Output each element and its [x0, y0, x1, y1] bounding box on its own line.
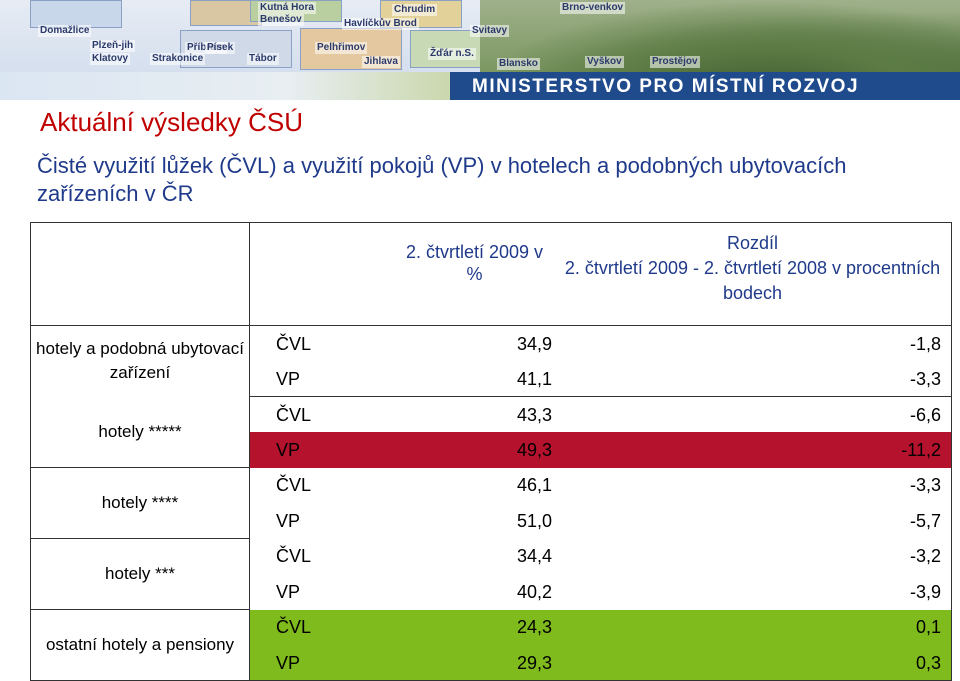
page-subtitle: Čisté využití lůžek (ČVL) a využití poko…	[37, 153, 847, 206]
row-group-label: ostatní hotely a pensiony	[30, 609, 250, 681]
row-difference: -3,3	[564, 467, 952, 503]
header-difference: Rozdíl 2. čtvrtletí 2009 - 2. čtvrtletí …	[564, 222, 952, 326]
table-row-highlighted: VP 49,3 -11,2	[31, 432, 952, 468]
row-value: 24,3	[397, 609, 564, 645]
row-difference: -6,6	[564, 396, 952, 432]
map-city-label: Pelhřimov	[315, 42, 368, 54]
map-city-label: Strakonice	[150, 53, 206, 65]
map-city-label: Havlíčkův Brod	[342, 18, 419, 30]
row-value: 34,9	[397, 325, 564, 361]
row-group-label: hotely ***	[30, 538, 250, 610]
table-row: hotely *** ČVL 34,4 -3,2	[30, 538, 952, 610]
row-type: ČVL	[276, 475, 312, 496]
map-city-label: Brno-venkov	[560, 2, 626, 14]
map-city-label: Domažlice	[38, 25, 92, 37]
row-difference: -3,9	[564, 574, 952, 610]
row-value: 43,3	[516, 404, 552, 425]
header-type-cell	[249, 222, 397, 326]
row-value: 40,2	[516, 581, 552, 602]
map-city-label: Kutná Hora	[258, 2, 316, 14]
header-value: 2. čtvrtletí 2009 v %	[397, 222, 564, 326]
table-row: VP 41,1 -3,3	[31, 361, 952, 397]
map-city-label: Plzeň-jih	[90, 40, 136, 52]
header-difference-title: Rozdíl	[726, 233, 779, 253]
row-type: ČVL	[249, 609, 397, 645]
header-difference-subtitle: 2. čtvrtletí 2009 - 2. čtvrtletí 2008 v …	[564, 258, 941, 303]
row-value: 34,4	[516, 546, 552, 567]
row-difference: -3,3	[564, 361, 952, 397]
row-value: 49,3	[397, 432, 564, 468]
map-city-label: Svitavy	[470, 25, 510, 37]
row-group-label: hotely *****	[30, 396, 250, 468]
map-city-label: Klatovy	[90, 53, 131, 65]
row-type: VP	[276, 581, 301, 602]
table-row: hotely **** ČVL 46,1 -3,3	[30, 467, 952, 539]
row-difference: 0,1	[564, 609, 952, 645]
header-banner: Kutná Hora Chrudim Havlíčkův Brod Benešo…	[0, 0, 960, 100]
map-city-label: Chrudim	[392, 4, 438, 16]
row-type: VP	[249, 432, 397, 468]
row-type: VP	[249, 361, 397, 397]
map-city-label: Blansko	[497, 58, 540, 70]
map-city-label: Tábor	[247, 53, 279, 65]
row-value: 29,3	[397, 645, 564, 681]
table-row: VP 51,0 -5,7	[31, 503, 952, 539]
row-difference: -11,2	[564, 432, 952, 468]
row-group-label: hotely a podobná ubytovací zařízení	[30, 325, 250, 397]
table-row: hotely a podobná ubytovací zařízení ČVL …	[30, 325, 952, 397]
map-city-label: Písek	[205, 42, 236, 54]
table-row: hotely ***** ČVL 43,3 -6,6	[30, 396, 952, 468]
row-value: 51,0	[516, 510, 552, 531]
row-type: ČVL	[276, 546, 312, 567]
row-type: ČVL	[249, 325, 397, 361]
row-type: VP	[249, 645, 397, 681]
row-difference: 0,3	[564, 645, 952, 681]
results-table: 2. čtvrtletí 2009 v % Rozdíl 2. čtvrtlet…	[30, 222, 952, 681]
map-city-label: Jihlava	[362, 56, 400, 68]
row-difference: -3,2	[564, 538, 952, 574]
ministry-logo-text: MINISTERSTVO PRO MÍSTNÍ ROZVOJ	[472, 76, 860, 97]
table-row: VP 40,2 -3,9	[31, 574, 952, 610]
landscape-photo	[480, 0, 960, 76]
row-difference: -1,8	[564, 325, 952, 361]
row-value: 41,1	[397, 361, 564, 397]
row-difference: -5,7	[564, 503, 952, 539]
ministry-strip	[450, 72, 960, 100]
map-region	[30, 0, 122, 28]
map-city-label: Benešov	[258, 14, 304, 26]
map-city-label: Vyškov	[585, 56, 624, 68]
page-title: Aktuální výsledky ČSÚ	[40, 107, 303, 137]
row-type: ČVL	[276, 404, 312, 425]
row-value: 46,1	[516, 475, 552, 496]
table-header-row: 2. čtvrtletí 2009 v % Rozdíl 2. čtvrtlet…	[30, 222, 952, 326]
row-type: VP	[276, 510, 301, 531]
map-city-label: Prostějov	[650, 56, 700, 68]
header-empty-cell	[30, 222, 250, 326]
table-row-highlighted: ostatní hotely a pensiony ČVL 24,3 0,1	[30, 609, 952, 681]
row-group-label: hotely ****	[30, 467, 250, 539]
map-city-label: Žďár n.S.	[428, 48, 476, 60]
